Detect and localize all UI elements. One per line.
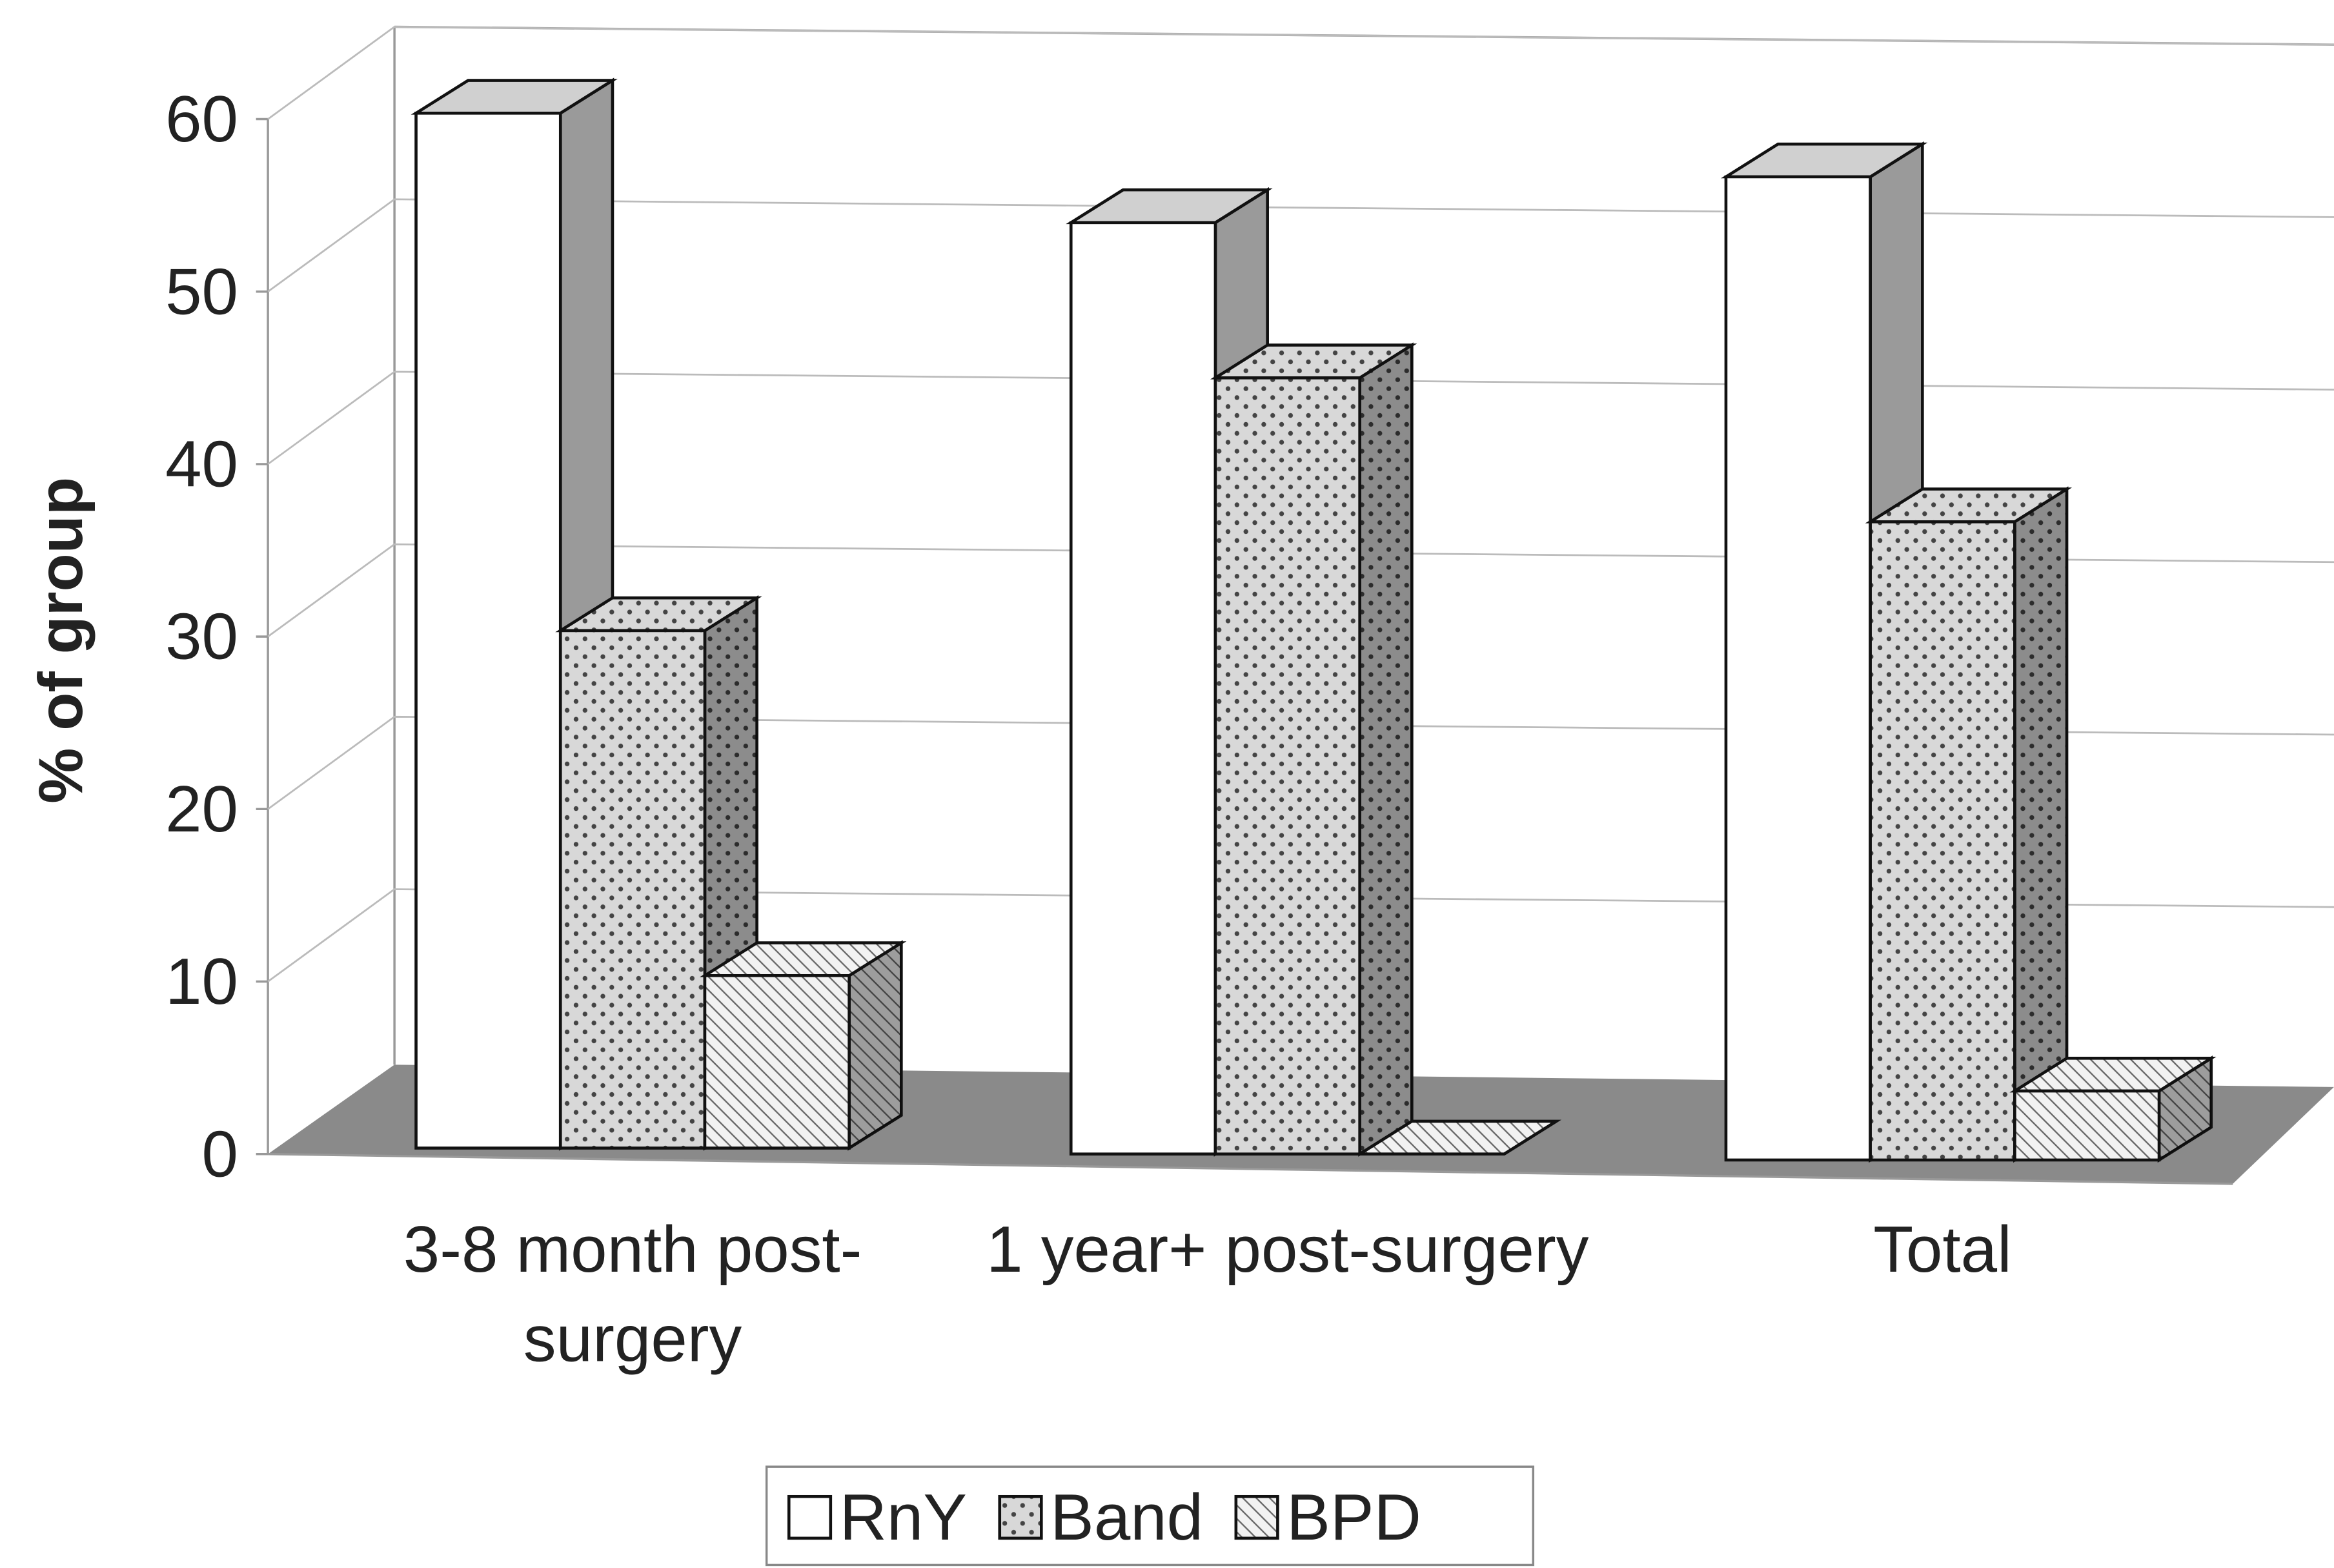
legend-label: RnY xyxy=(840,1480,967,1554)
x-tick-label-box: Total xyxy=(1873,1213,2012,1287)
y-tick-label: 60 xyxy=(165,82,238,156)
x-tick-label-box: 3-8 month post-surgery xyxy=(403,1213,862,1376)
bar xyxy=(1724,175,1872,1162)
bar xyxy=(1213,376,1361,1156)
bars xyxy=(411,77,2217,1163)
bar xyxy=(558,629,707,1150)
x-tick-label: 3-8 month post-surgery xyxy=(403,1213,862,1376)
bar-side-shade xyxy=(1359,345,1412,1154)
y-tick-label: 0 xyxy=(202,1117,238,1190)
y-tick-label: 20 xyxy=(165,772,238,846)
grid-line xyxy=(267,198,2334,292)
grid-line xyxy=(267,371,2334,465)
x-axis xyxy=(268,1152,2233,1185)
y-axis-label: % of group xyxy=(25,477,96,804)
legend-label: Band xyxy=(1050,1480,1203,1554)
legend-swatch xyxy=(998,1494,1043,1540)
bar xyxy=(1069,221,1217,1156)
bar-top xyxy=(1354,1119,1562,1156)
bar xyxy=(703,973,851,1150)
x-tick-label: 1 year+ post-surgery xyxy=(986,1213,1589,1287)
y-tick-label: 30 xyxy=(165,600,238,673)
grid: 0 10 20 30 40 50 60 xyxy=(165,26,2334,1190)
y-tick-label: 10 xyxy=(165,944,238,1018)
y-tick-label: 50 xyxy=(165,254,238,328)
legend-label: BPD xyxy=(1286,1480,1421,1554)
bar-side-shade xyxy=(2014,489,2067,1160)
legend xyxy=(765,1465,1535,1567)
y-tick-label: 40 xyxy=(165,427,238,501)
bar xyxy=(414,112,562,1150)
grid-line xyxy=(267,715,2334,810)
x-tick-label-box: 1 year+ post-surgery xyxy=(986,1213,1589,1287)
grid-line xyxy=(267,543,2334,638)
bar xyxy=(1869,520,2016,1162)
x-tick-label: Total xyxy=(1873,1213,2012,1287)
bar-side-shade xyxy=(849,942,902,1148)
legend-items: RnY Band BPD xyxy=(787,1480,1421,1554)
legend-swatch xyxy=(1234,1494,1279,1540)
legend-swatch xyxy=(787,1494,833,1540)
bar xyxy=(2013,1089,2161,1162)
grid-line xyxy=(267,888,2334,983)
grid-line xyxy=(267,26,2334,120)
